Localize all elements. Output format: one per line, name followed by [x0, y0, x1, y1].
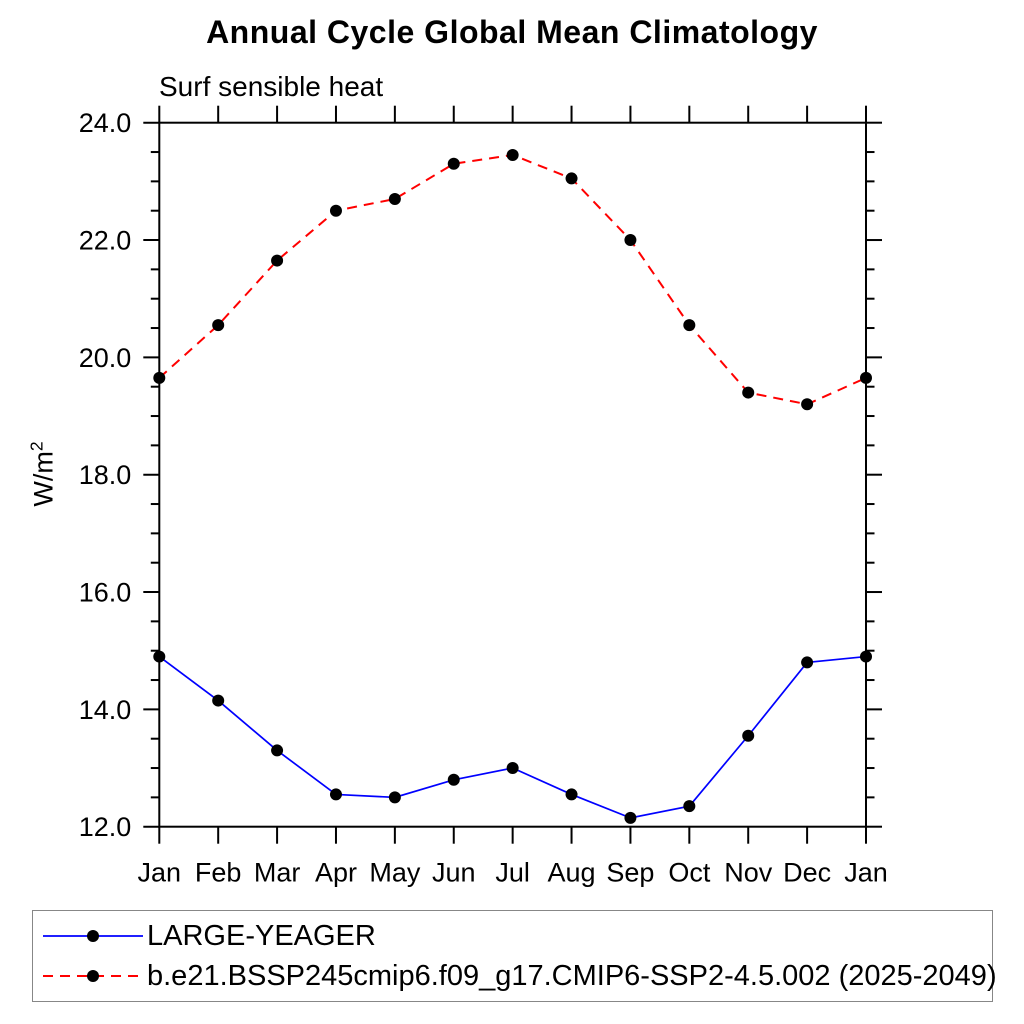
- legend-box: LARGE-YEAGER b.e21.BSSP245cmip6.f09_g17.…: [32, 910, 997, 1002]
- svg-text:12.0: 12.0: [79, 812, 132, 842]
- svg-text:Jul: Jul: [495, 858, 530, 888]
- legend-item-ssp245-run: b.e21.BSSP245cmip6.f09_g17.CMIP6-SSP2-4.…: [38, 956, 997, 996]
- legend-key-dashed-line-icon: [43, 970, 143, 982]
- svg-text:Nov: Nov: [724, 858, 773, 888]
- legend-label-ssp245-run: b.e21.BSSP245cmip6.f09_g17.CMIP6-SSP2-4.…: [147, 959, 997, 992]
- plot-area: 12.0 14.0 16.0 18.0 20.0 22.0 24.0 Jan Feb Mar Apr…: [79, 105, 888, 888]
- svg-text:Aug: Aug: [548, 858, 596, 888]
- svg-text:Jan: Jan: [138, 858, 182, 888]
- svg-text:24.0: 24.0: [79, 108, 132, 138]
- legend-key-solid-line-icon: [43, 930, 143, 942]
- svg-text:20.0: 20.0: [79, 343, 132, 373]
- svg-text:16.0: 16.0: [79, 578, 132, 608]
- chart-title: Annual Cycle Global Mean Climatology: [206, 14, 818, 50]
- svg-text:14.0: 14.0: [79, 695, 132, 725]
- svg-text:Feb: Feb: [195, 858, 242, 888]
- svg-text:Apr: Apr: [315, 858, 357, 888]
- svg-text:Mar: Mar: [254, 858, 301, 888]
- legend-label-large-yeager: LARGE-YEAGER: [147, 919, 376, 952]
- svg-text:Sep: Sep: [606, 858, 654, 888]
- chart-subtitle: Surf sensible heat: [159, 71, 384, 102]
- svg-text:May: May: [369, 858, 421, 888]
- svg-text:Dec: Dec: [783, 858, 831, 888]
- svg-text:Oct: Oct: [668, 858, 711, 888]
- svg-text:22.0: 22.0: [79, 226, 132, 256]
- svg-text:Jan: Jan: [844, 858, 888, 888]
- svg-text:Jun: Jun: [432, 858, 476, 888]
- svg-text:18.0: 18.0: [79, 460, 132, 490]
- legend-item-large-yeager: LARGE-YEAGER: [38, 916, 992, 956]
